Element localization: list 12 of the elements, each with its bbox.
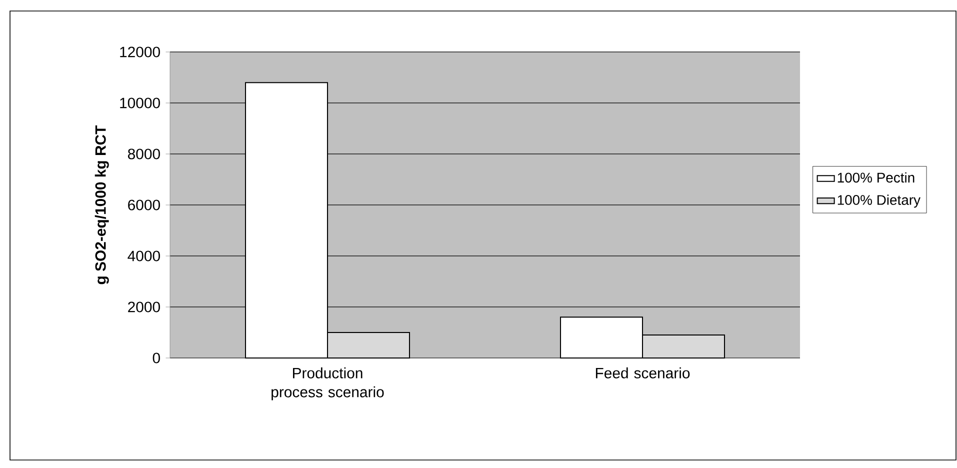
- y-tick-label: 0: [152, 352, 160, 364]
- y-tick-label: 4000: [128, 250, 160, 262]
- y-tick-label: 2000: [128, 302, 160, 312]
- legend-label: 100% Dietary: [838, 194, 920, 208]
- y-tick-label: 6000: [128, 200, 160, 210]
- y-axis-title: g SO2-eq/1000 kg RCT: [94, 125, 109, 284]
- y-tick-label: 10000: [120, 98, 160, 108]
- x-tick-label: Feed scenario: [596, 367, 690, 378]
- y-tick-label: 12000: [120, 46, 160, 58]
- x-tick-label: Production process scenario: [272, 367, 384, 400]
- y-tick-label: 8000: [128, 148, 160, 160]
- legend-label: 100% Pectin: [838, 172, 914, 183]
